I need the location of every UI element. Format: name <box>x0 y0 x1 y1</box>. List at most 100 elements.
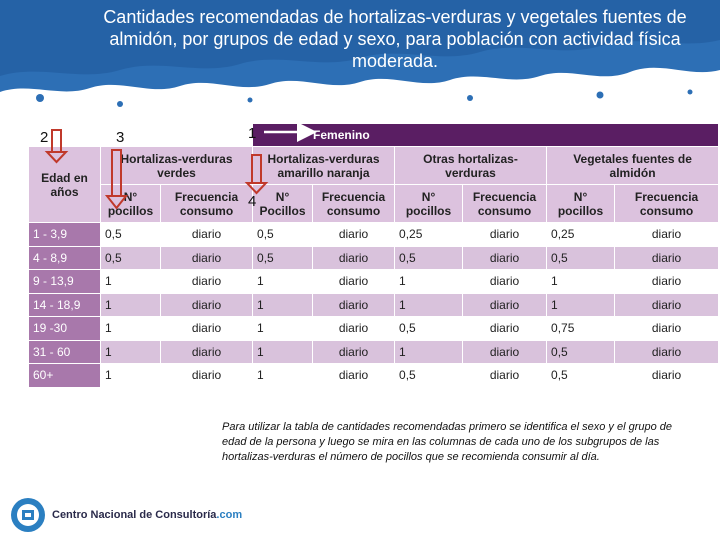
table-row: 4 - 8,9 0,5 diario 0,5 diario 0,5 diario 0,5 dia… <box>28 245 720 270</box>
table-cell: diario <box>462 339 548 364</box>
table-cell: 1 <box>394 269 464 294</box>
table-cell: diario <box>159 339 254 364</box>
table-cell: 1 <box>252 292 314 317</box>
table-cell: diario <box>312 292 396 317</box>
table-cell: diario <box>614 269 720 294</box>
marker-4: 4 <box>248 193 257 210</box>
table-cell: diario <box>312 222 396 247</box>
table-row: 19 -30 1 diario 1 diario 0,5 diario 0,75 diario <box>28 316 720 341</box>
sex-label: Femenino <box>252 123 720 147</box>
table-body: 1 - 3,9 0,5 diario 0,5 diario 0,25 diario 0,25 d… <box>28 222 720 388</box>
table-cell: 1 <box>100 292 161 317</box>
sex-header-row: Femenino <box>29 123 720 147</box>
age-cell: 1 - 3,9 <box>28 222 101 247</box>
table-row: 1 - 3,9 0,5 diario 0,5 diario 0,25 diario 0,25 d… <box>28 222 720 247</box>
table-cell: 0,5 <box>546 339 616 364</box>
logo-text: Centro Nacional de Consultoría.com <box>52 509 243 521</box>
table-cell: 1 <box>394 339 464 364</box>
table-row: 9 - 13,9 1 diario 1 diario 1 diario 1 diario <box>28 269 720 294</box>
table-cell: diario <box>159 269 254 294</box>
table-cell: diario <box>614 339 720 364</box>
table-cell: 0,5 <box>546 245 616 270</box>
group-header-row: Edad en años Hortalizas-verduras verdes … <box>28 146 720 223</box>
recommendation-table: Femenino Edad en años Hortalizas-verdura… <box>28 123 720 388</box>
table-cell: diario <box>614 316 720 341</box>
table-cell: diario <box>462 245 548 270</box>
banner-splash <box>0 0 720 107</box>
table-cell: diario <box>312 269 396 294</box>
table-cell: diario <box>462 316 548 341</box>
age-cell: 4 - 8,9 <box>28 245 101 270</box>
table-cell: 0,5 <box>394 245 464 270</box>
table-cell: 0,25 <box>394 222 464 247</box>
table-cell: 1 <box>546 292 616 317</box>
table-cell: diario <box>614 222 720 247</box>
table-cell: diario <box>159 292 254 317</box>
marker-1: 1 <box>248 125 257 142</box>
table-cell: 1 <box>100 339 161 364</box>
table-row: 14 - 18,9 1 diario 1 diario 1 diario 1 diario <box>28 292 720 317</box>
table-cell: diario <box>159 222 254 247</box>
table-cell: 1 <box>252 269 314 294</box>
age-cell: 31 - 60 <box>28 339 101 364</box>
table-cell: 0,75 <box>546 316 616 341</box>
table-cell: 0,5 <box>100 245 161 270</box>
table-cell: diario <box>614 292 720 317</box>
table-cell: 1 <box>546 269 616 294</box>
age-cell: 60+ <box>28 363 101 388</box>
table-cell: diario <box>312 339 396 364</box>
logo-icon <box>11 498 45 532</box>
table-cell: diario <box>159 363 254 388</box>
sub-header: N° pocillos <box>394 184 464 223</box>
table-cell: 1 <box>100 316 161 341</box>
group-header: Hortalizas-verduras amarillo naranja <box>252 146 396 185</box>
table-cell: 1 <box>252 316 314 341</box>
header-banner: Cantidades recomendadas de hortalizas-ve… <box>0 0 720 115</box>
sub-header: N° pocillos <box>546 184 616 223</box>
table-cell: 0,5 <box>252 245 314 270</box>
table-cell: diario <box>462 222 548 247</box>
sub-header: N° pocillos <box>100 184 161 223</box>
table-cell: diario <box>159 316 254 341</box>
table-cell: diario <box>312 363 396 388</box>
age-cell: 14 - 18,9 <box>28 292 101 317</box>
age-header: Edad en años <box>28 146 101 223</box>
table-cell: diario <box>462 292 548 317</box>
sub-header-row: N° pocillos Frecuencia consumo N° Pocill… <box>29 184 720 223</box>
instructions-note: Para utilizar la tabla de cantidades rec… <box>222 421 673 463</box>
table-cell: diario <box>159 245 254 270</box>
table-cell: 0,5 <box>394 316 464 341</box>
table-row: 60+ 1 diario 1 diario 0,5 diario 0,5 diario <box>28 363 720 388</box>
sub-header: Frecuencia consumo <box>614 184 720 223</box>
table-cell: 0,25 <box>546 222 616 247</box>
table-cell: diario <box>462 269 548 294</box>
group-header: Hortalizas-verduras verdes <box>99 146 254 185</box>
group-header: Vegetales fuentes de almidón <box>546 146 720 185</box>
sub-header: Frecuencia consumo <box>159 184 254 223</box>
table-cell: 0,5 <box>252 222 314 247</box>
sub-header: Frecuencia consumo <box>312 184 396 223</box>
table-cell: 1 <box>100 363 161 388</box>
table-cell: 0,5 <box>100 222 161 247</box>
table-cell: diario <box>614 363 720 388</box>
logo: Centro Nacional de Consultoría.com <box>10 496 242 534</box>
marker-3: 3 <box>116 129 125 146</box>
table-cell: 1 <box>252 339 314 364</box>
age-cell: 9 - 13,9 <box>28 269 101 294</box>
table-cell: diario <box>312 316 396 341</box>
group-header: Otras hortalizas-verduras <box>394 146 548 185</box>
table-cell: diario <box>462 363 548 388</box>
table-cell: 1 <box>100 269 161 294</box>
sub-header: Frecuencia consumo <box>462 184 548 223</box>
table-cell: diario <box>614 245 720 270</box>
table-cell: diario <box>312 245 396 270</box>
sub-header: N° Pocillos <box>252 184 314 223</box>
table-cell: 1 <box>252 363 314 388</box>
table-cell: 1 <box>394 292 464 317</box>
page-title: Cantidades recomendadas de hortalizas-ve… <box>103 7 687 71</box>
table-cell: 0,5 <box>394 363 464 388</box>
table-row: 31 - 60 1 diario 1 diario 1 diario 0,5 diario <box>28 339 720 364</box>
marker-2: 2 <box>40 129 49 146</box>
age-cell: 19 -30 <box>28 316 101 341</box>
table-cell: 0,5 <box>546 363 616 388</box>
